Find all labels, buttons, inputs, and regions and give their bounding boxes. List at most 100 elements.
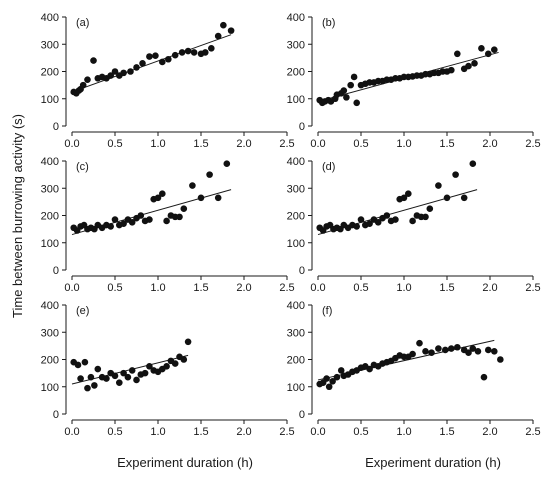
data-point [471, 60, 478, 67]
panel-label: (e) [76, 305, 89, 317]
x-tick-label: 1.5 [439, 282, 454, 294]
panel-label: (c) [76, 161, 89, 173]
data-point [190, 49, 198, 56]
data-point [146, 363, 153, 370]
data-point [127, 68, 134, 75]
y-tick-label: 0 [53, 265, 59, 277]
data-point [491, 46, 498, 53]
y-tick-label: 100 [287, 238, 305, 250]
data-point [124, 373, 132, 381]
x-tick-label: 2.5 [525, 138, 540, 150]
data-point [353, 223, 361, 230]
data-point [189, 182, 196, 189]
y-tick-label: 100 [287, 382, 305, 394]
data-point [454, 343, 461, 351]
y-tick-label: 0 [53, 121, 59, 133]
y-tick-label: 200 [41, 211, 59, 223]
data-point [152, 52, 159, 59]
y-tick-label: 400 [41, 12, 59, 24]
data-point [392, 216, 399, 223]
data-point [139, 60, 146, 67]
data-point [214, 194, 222, 202]
x-tick-label: 0.0 [64, 426, 79, 438]
x-tick-label: 2.5 [279, 138, 294, 150]
data-point [329, 378, 336, 385]
x-tick-label: 0.0 [64, 282, 79, 294]
x-tick-label: 1.0 [150, 426, 165, 438]
x-tick-label: 2.0 [236, 282, 251, 294]
data-point [366, 220, 373, 227]
data-point [120, 220, 127, 227]
x-axis-title-right: Experiment duration (h) [365, 455, 501, 470]
y-tick-label: 300 [41, 183, 59, 195]
panels-layer: 0.0 0.5 1.0 1.5 2.0 2.5 0 100 200 300 400 (a) 0.0 0.5… [41, 12, 541, 438]
y-tick-label: 200 [41, 355, 59, 367]
x-tick-label: 1.0 [396, 282, 411, 294]
x-tick-label: 2.0 [482, 426, 497, 438]
panel-c: 0.0 0.5 1.0 1.5 2.0 2.5 0 100 200 300 400 (c) [41, 156, 295, 294]
data-point [184, 338, 192, 346]
data-point [111, 372, 119, 380]
panel-label: (a) [76, 17, 89, 29]
x-tick-label: 2.5 [279, 282, 294, 294]
data-point [120, 69, 127, 77]
data-point [128, 219, 136, 226]
data-point [74, 361, 82, 369]
y-tick-label: 0 [299, 409, 305, 421]
data-point [325, 383, 333, 391]
x-tick-label: 2.0 [482, 138, 497, 150]
panel-label: (b) [322, 17, 335, 29]
data-point [171, 360, 179, 367]
y-tick-label: 100 [41, 238, 59, 250]
data-point [184, 47, 192, 55]
x-tick-label: 0.5 [107, 426, 122, 438]
y-tick-label: 200 [287, 211, 305, 223]
data-point [206, 171, 213, 178]
data-point [465, 349, 472, 356]
data-point [343, 94, 350, 101]
panel-d: 0.0 0.5 1.0 1.5 2.0 2.5 0 100 200 300 400 (d) [287, 156, 541, 294]
y-tick-label: 200 [287, 67, 305, 79]
data-point [443, 194, 451, 202]
x-tick-label: 0.0 [310, 138, 325, 150]
y-tick-label: 400 [41, 156, 59, 168]
data-point [340, 87, 348, 94]
data-point [84, 384, 91, 392]
x-tick-label: 2.5 [279, 426, 294, 438]
data-point [165, 55, 172, 63]
data-point [180, 205, 188, 212]
data-point [146, 216, 153, 223]
x-tick-label: 2.5 [525, 426, 540, 438]
data-point [491, 348, 498, 355]
data-point [163, 217, 170, 225]
x-tick-label: 0.0 [64, 138, 79, 150]
data-point [474, 348, 482, 355]
x-tick-label: 1.0 [150, 282, 165, 294]
panel-label: (f) [322, 305, 332, 317]
panel-a: 0.0 0.5 1.0 1.5 2.0 2.5 0 100 200 300 400 (a) [41, 12, 295, 150]
data-point [350, 73, 358, 81]
data-point [223, 160, 231, 168]
y-tick-label: 400 [41, 300, 59, 312]
y-tick-label: 300 [41, 39, 59, 51]
y-tick-label: 100 [41, 382, 59, 394]
data-point [128, 367, 136, 374]
data-point [137, 212, 145, 219]
data-point [163, 363, 170, 370]
panel-label: (d) [322, 161, 335, 173]
x-tick-label: 1.0 [396, 426, 411, 438]
trend-line [71, 34, 232, 93]
data-point [469, 160, 477, 168]
y-tick-label: 400 [287, 156, 305, 168]
x-tick-label: 0.0 [310, 282, 325, 294]
y-tick-label: 300 [41, 327, 59, 339]
data-point [171, 51, 179, 59]
data-point [422, 348, 429, 355]
data-point [120, 369, 127, 377]
panel-f: 0.0 0.5 1.0 1.5 2.0 2.5 0 100 200 300 400 (f) [287, 300, 541, 438]
x-tick-label: 2.0 [236, 426, 251, 438]
x-tick-label: 1.5 [193, 282, 208, 294]
data-point [111, 216, 119, 223]
data-point [77, 375, 84, 382]
